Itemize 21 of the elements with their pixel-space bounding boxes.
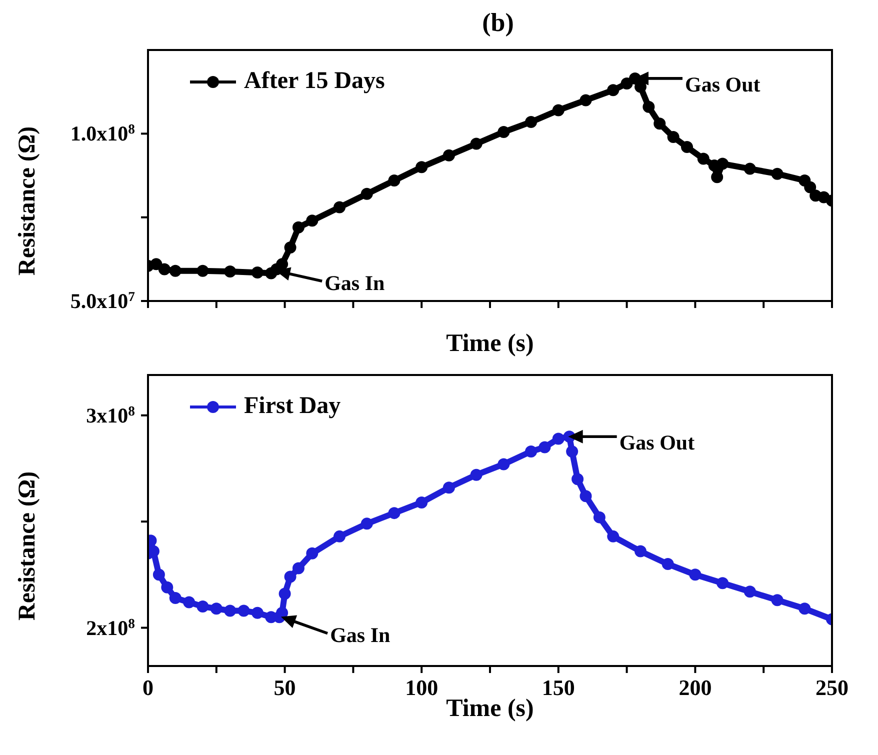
y-axis-title: Resistance (Ω): [14, 126, 41, 276]
y-tick-label: 1.0x10$^{8}$: [70, 121, 136, 146]
annotation: Gas In: [330, 623, 390, 648]
annotation: Gas Out: [619, 430, 695, 455]
chart-title: (b): [481, 8, 515, 38]
x-tick-label: 0: [142, 675, 154, 700]
legend-label: After 15 Days: [244, 68, 385, 95]
y-axis-title: Resistance (Ω): [14, 471, 41, 620]
y-tick-label: 3x10$^{8}$: [86, 402, 136, 428]
legend-label: First Day: [244, 393, 341, 420]
y-tick-label: 2x10$^{8}$: [86, 615, 136, 640]
annotation: Gas In: [324, 271, 386, 295]
y-tick-label: 5.0x10$^{7}$: [70, 288, 136, 313]
annotation: Gas Out: [685, 72, 760, 96]
x-tick-label: 150: [542, 675, 575, 700]
x-tick-label: 250: [816, 675, 848, 700]
x-tick-label: 100: [405, 675, 438, 700]
x-tick-label: 200: [678, 675, 712, 700]
x-axis-title: Time (s): [446, 695, 534, 722]
x-tick-label: 50: [274, 675, 296, 700]
x-axis-title: Time (s): [446, 330, 534, 357]
